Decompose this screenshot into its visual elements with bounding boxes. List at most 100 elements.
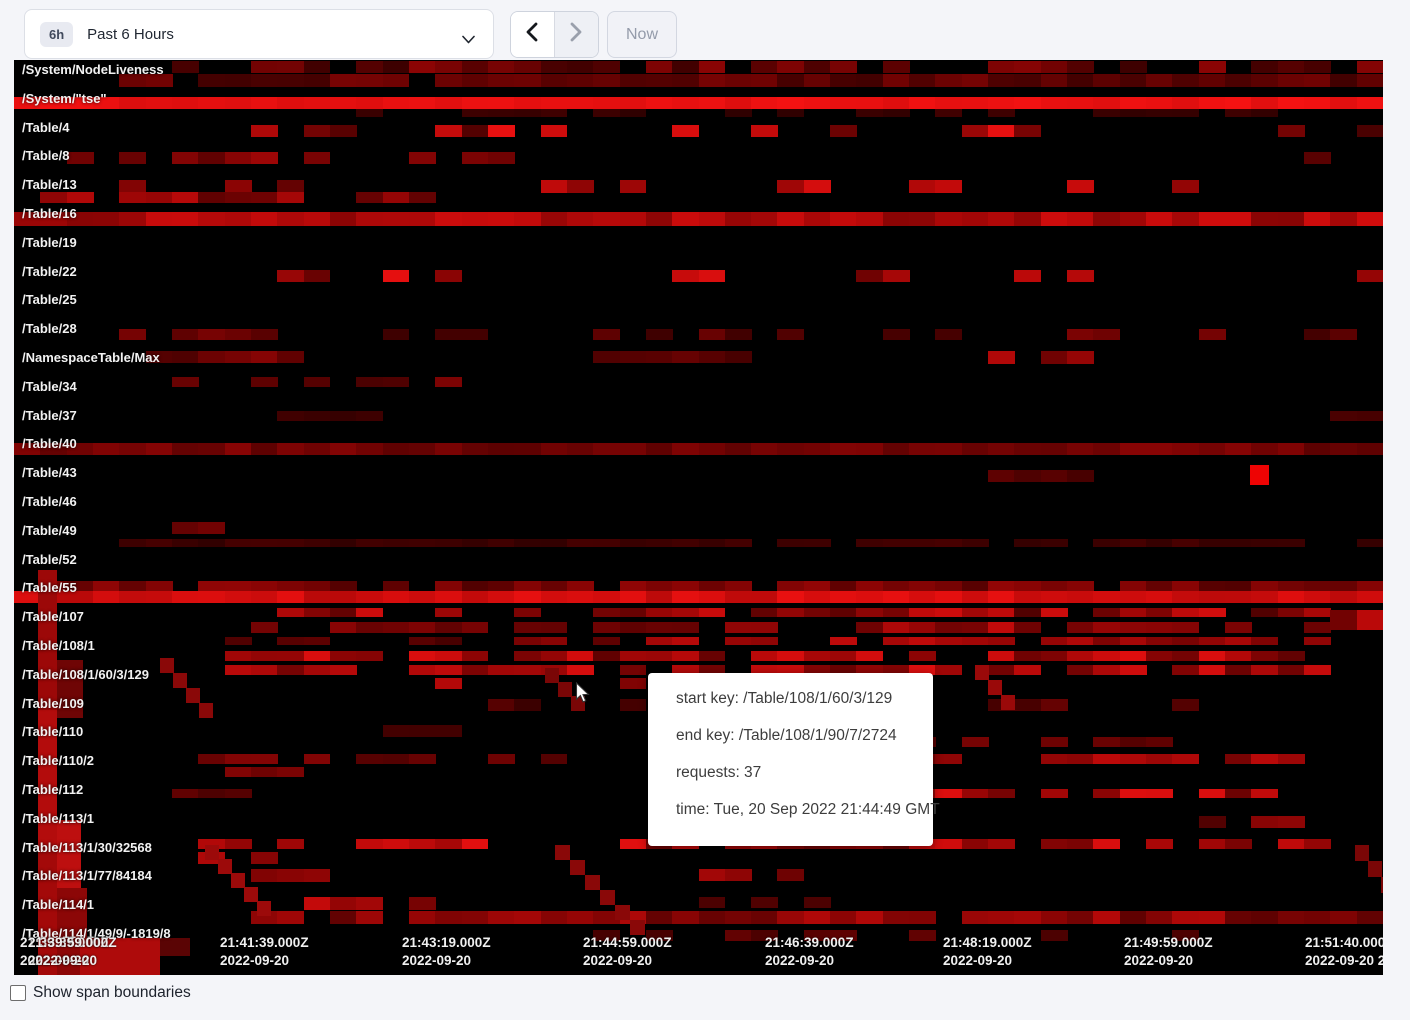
heat-cell[interactable] bbox=[1198, 212, 1226, 226]
heat-cell[interactable] bbox=[909, 74, 936, 88]
heat-cell[interactable] bbox=[382, 74, 410, 88]
heat-cell[interactable] bbox=[1330, 411, 1358, 422]
heat-cell[interactable] bbox=[1014, 212, 1042, 226]
heat-cell[interactable] bbox=[961, 636, 989, 646]
heat-cell[interactable] bbox=[1146, 580, 1173, 592]
heat-cell[interactable] bbox=[408, 97, 436, 109]
heat-cell[interactable] bbox=[1225, 754, 1252, 764]
heat-cell[interactable] bbox=[1014, 443, 1042, 456]
heat-cell[interactable] bbox=[356, 443, 384, 456]
heat-cell[interactable] bbox=[672, 270, 700, 282]
heat-cell[interactable] bbox=[1146, 736, 1173, 747]
heat-cell[interactable] bbox=[1172, 97, 1200, 109]
heat-cell[interactable] bbox=[672, 636, 700, 646]
heat-cell[interactable] bbox=[514, 699, 542, 711]
heat-cell[interactable] bbox=[777, 869, 805, 881]
heat-cell[interactable] bbox=[171, 212, 199, 226]
heat-cell[interactable] bbox=[645, 97, 673, 109]
heat-cell[interactable] bbox=[619, 622, 647, 633]
heat-cell[interactable] bbox=[303, 74, 331, 88]
heat-cell[interactable] bbox=[803, 443, 831, 456]
heat-cell[interactable] bbox=[329, 411, 357, 422]
heat-cell[interactable] bbox=[198, 788, 226, 799]
heat-cell[interactable] bbox=[277, 651, 305, 662]
heat-cell[interactable] bbox=[119, 191, 147, 204]
heat-cell[interactable] bbox=[645, 636, 673, 646]
heat-cell[interactable] bbox=[1251, 591, 1279, 604]
heat-cell[interactable] bbox=[171, 61, 199, 74]
heat-cell[interactable] bbox=[1093, 329, 1121, 341]
heat-cell[interactable] bbox=[619, 699, 647, 711]
heat-cell[interactable] bbox=[198, 212, 226, 226]
heat-cell[interactable] bbox=[724, 911, 752, 924]
heat-cell[interactable] bbox=[14, 443, 41, 456]
heat-cell[interactable] bbox=[277, 443, 305, 456]
heat-cell[interactable] bbox=[1356, 591, 1383, 604]
heat-cell[interactable] bbox=[1330, 74, 1358, 88]
heat-cell[interactable] bbox=[751, 124, 779, 137]
heat-cell[interactable] bbox=[856, 270, 884, 282]
heat-cell[interactable] bbox=[830, 212, 858, 226]
heat-cell[interactable] bbox=[882, 74, 910, 88]
heat-cell[interactable] bbox=[382, 97, 410, 109]
heat-cell[interactable] bbox=[909, 636, 936, 646]
heat-cell[interactable] bbox=[1172, 179, 1200, 193]
heat-cell[interactable] bbox=[145, 580, 173, 592]
heat-cell[interactable] bbox=[231, 873, 245, 888]
heat-cell[interactable] bbox=[1067, 911, 1094, 924]
heat-cell[interactable] bbox=[1067, 470, 1094, 483]
heat-cell[interactable] bbox=[645, 538, 673, 548]
heat-cell[interactable] bbox=[1172, 109, 1200, 118]
heat-cell[interactable] bbox=[1304, 74, 1331, 88]
heat-cell[interactable] bbox=[119, 152, 147, 164]
heat-cell[interactable] bbox=[1304, 622, 1331, 633]
heat-cell[interactable] bbox=[461, 61, 489, 74]
heat-cell[interactable] bbox=[1067, 350, 1094, 364]
heat-cell[interactable] bbox=[66, 152, 94, 164]
heat-cell[interactable] bbox=[1251, 61, 1279, 74]
heat-cell[interactable] bbox=[882, 270, 910, 282]
heat-cell[interactable] bbox=[487, 61, 515, 74]
heat-cell[interactable] bbox=[1093, 607, 1121, 617]
heat-cell[interactable] bbox=[356, 376, 384, 387]
heat-cell[interactable] bbox=[514, 538, 542, 548]
heat-cell[interactable] bbox=[38, 570, 57, 710]
heat-cell[interactable] bbox=[803, 179, 831, 193]
heat-cell[interactable] bbox=[250, 622, 278, 633]
heat-cell[interactable] bbox=[329, 896, 357, 910]
heat-cell[interactable] bbox=[1356, 270, 1383, 282]
heat-cell[interactable] bbox=[1198, 911, 1226, 924]
heat-cell[interactable] bbox=[540, 74, 568, 88]
heat-cell[interactable] bbox=[566, 651, 594, 662]
heat-cell[interactable] bbox=[540, 443, 568, 456]
previous-range-button[interactable] bbox=[511, 12, 555, 57]
heat-cell[interactable] bbox=[1225, 911, 1252, 924]
heat-cell[interactable] bbox=[1277, 443, 1305, 456]
heat-cell[interactable] bbox=[224, 788, 252, 799]
heat-cell[interactable] bbox=[487, 754, 515, 764]
heat-cell[interactable] bbox=[961, 622, 989, 633]
heat-cell[interactable] bbox=[724, 109, 752, 118]
heat-cell[interactable] bbox=[540, 538, 568, 548]
heat-cell[interactable] bbox=[1119, 607, 1147, 617]
heat-cell[interactable] bbox=[566, 443, 594, 456]
heat-cell[interactable] bbox=[619, 109, 647, 118]
heat-cell[interactable] bbox=[1014, 699, 1042, 711]
heat-cell[interactable] bbox=[514, 911, 542, 924]
heat-cell[interactable] bbox=[461, 580, 489, 592]
heat-cell[interactable] bbox=[1014, 97, 1042, 109]
heat-cell[interactable] bbox=[1172, 911, 1200, 924]
heat-cell[interactable] bbox=[119, 179, 147, 193]
heat-cell[interactable] bbox=[435, 607, 463, 617]
heat-cell[interactable] bbox=[1172, 538, 1200, 548]
heat-cell[interactable] bbox=[14, 212, 41, 226]
heat-cell[interactable] bbox=[145, 350, 173, 363]
heat-cell[interactable] bbox=[961, 736, 989, 747]
heat-cell[interactable] bbox=[1198, 591, 1226, 604]
heat-cell[interactable] bbox=[514, 97, 542, 109]
heat-cell[interactable] bbox=[250, 350, 278, 363]
heat-cell[interactable] bbox=[593, 636, 621, 646]
heat-cell[interactable] bbox=[856, 580, 884, 592]
heat-cell[interactable] bbox=[186, 688, 200, 703]
heat-cell[interactable] bbox=[1304, 61, 1331, 74]
